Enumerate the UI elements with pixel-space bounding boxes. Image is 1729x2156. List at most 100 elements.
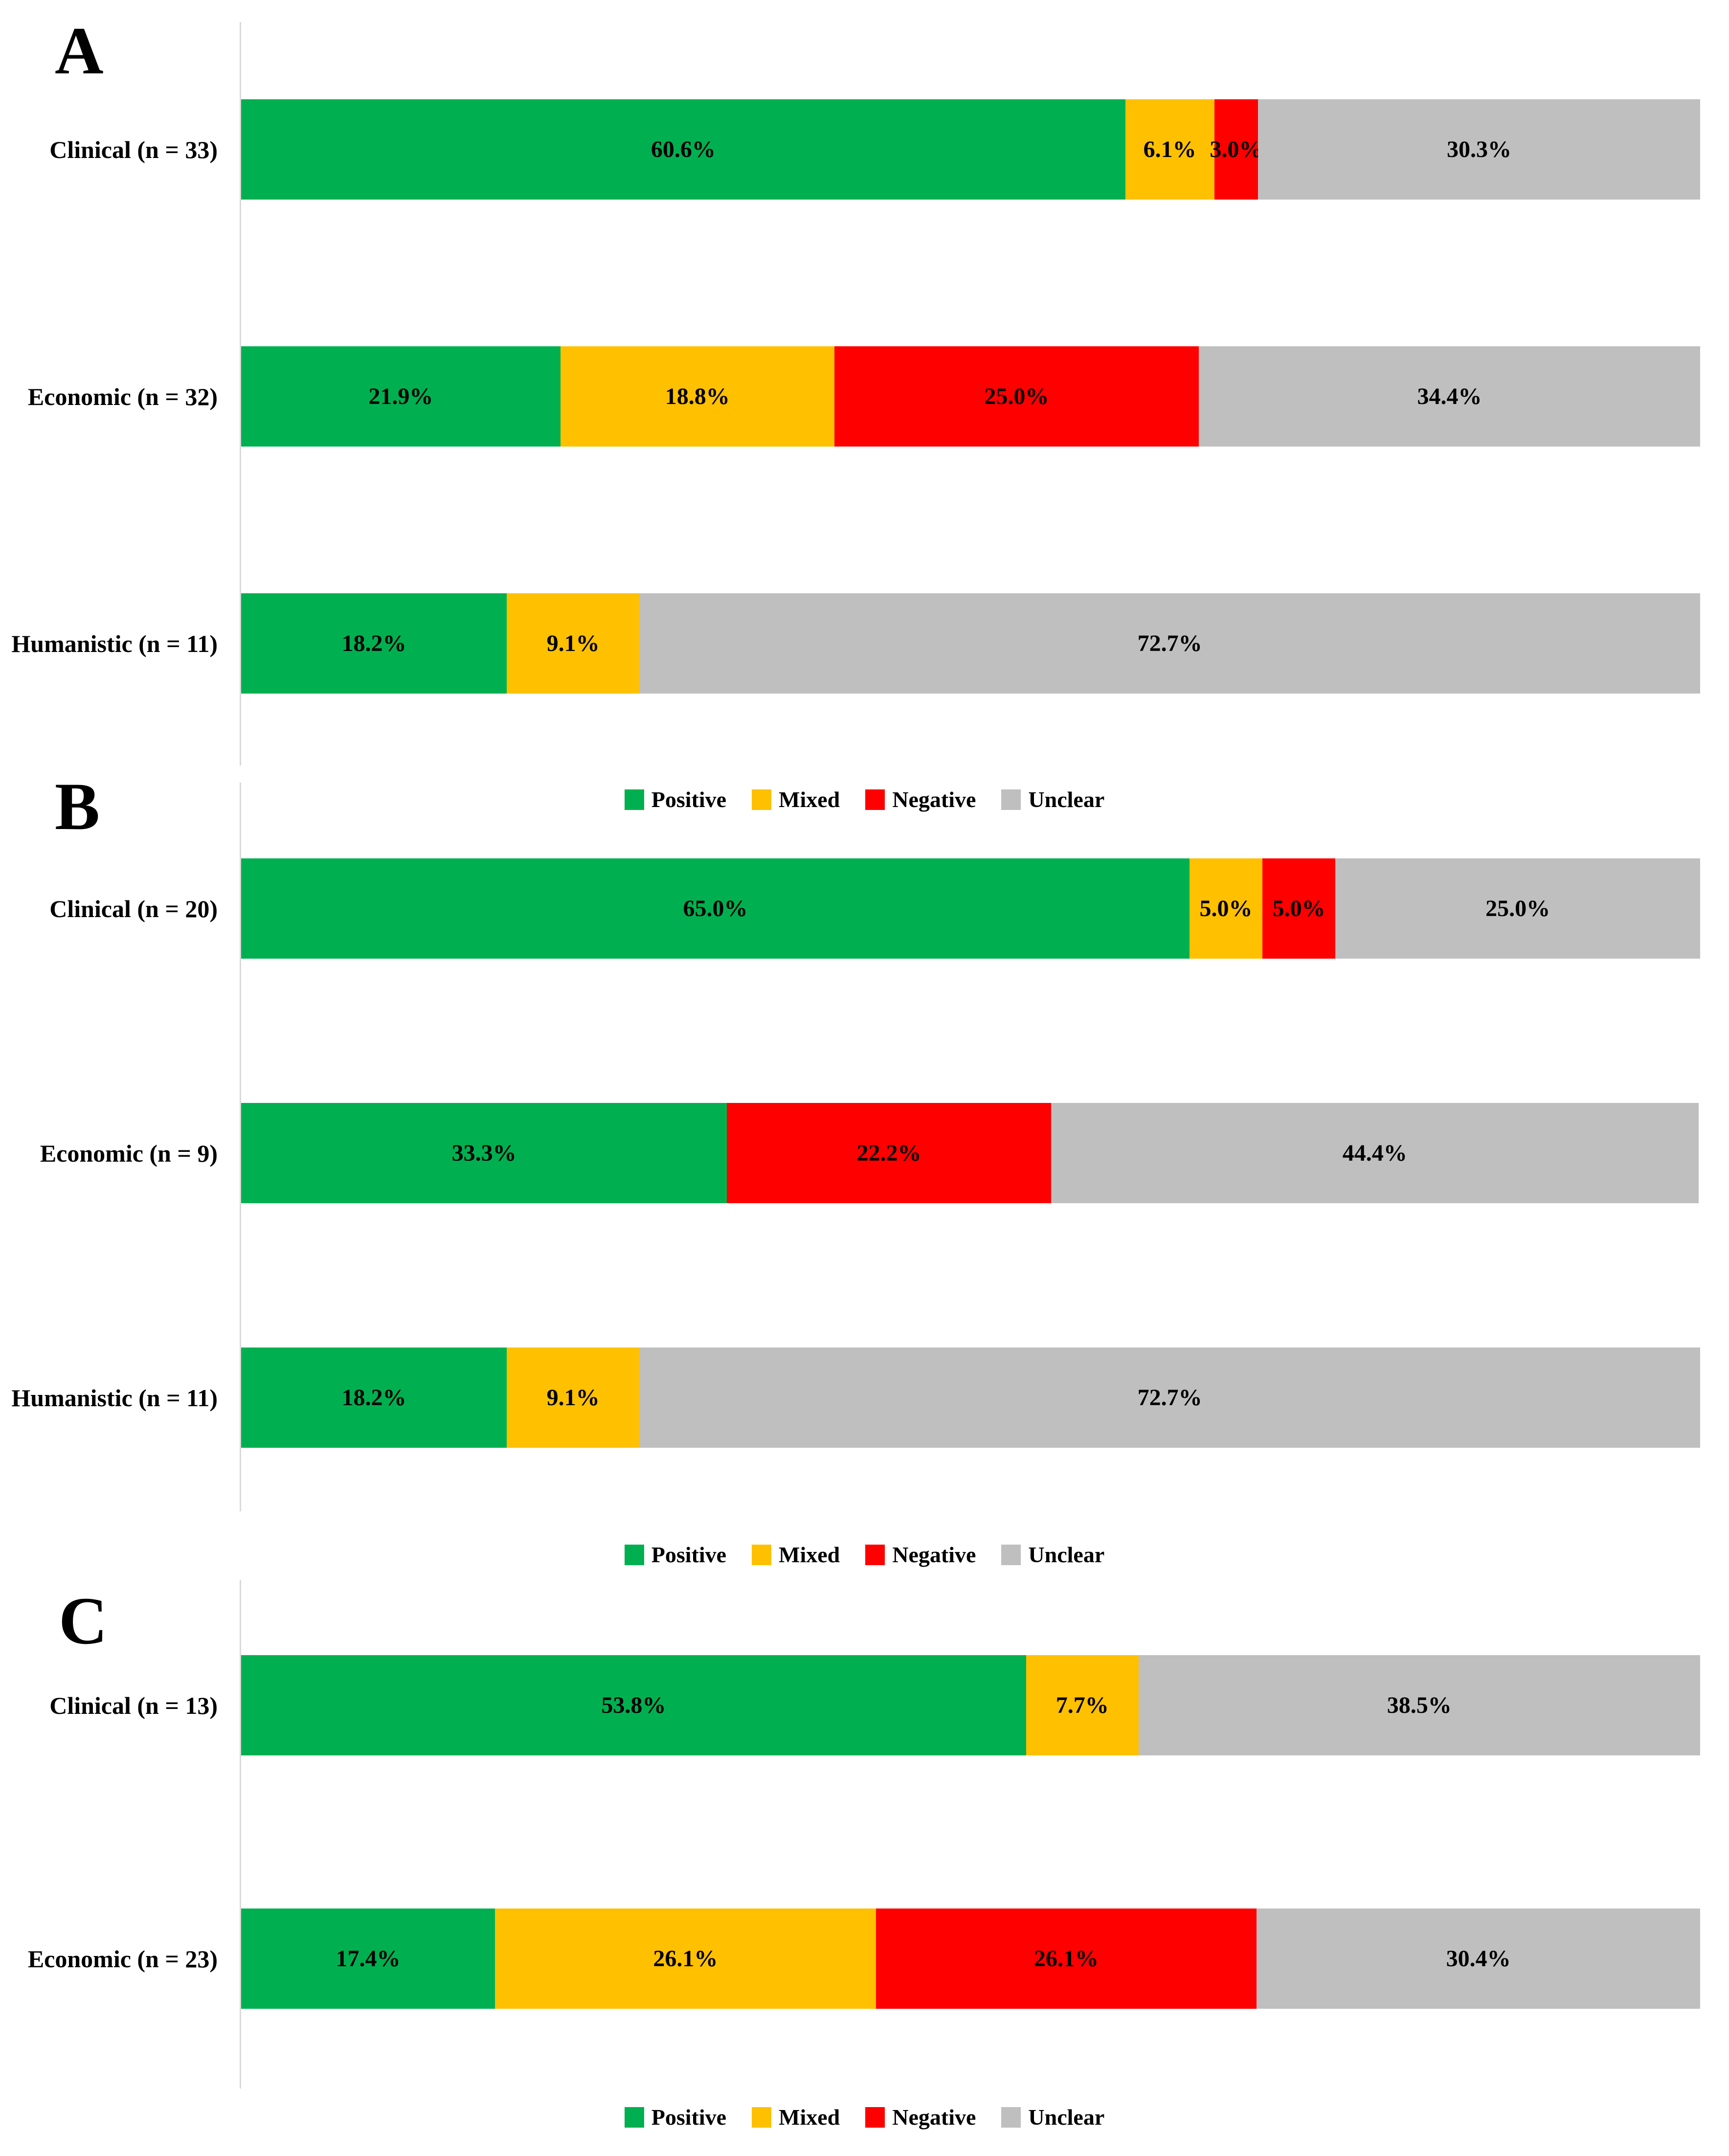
segment-mixed: 5.0% [1189,858,1263,959]
legend-label: Mixed [779,787,840,812]
bar-row: Clinical (n = 13) 53.8% 7.7% 38.5% [0,1655,1729,1755]
segment-value-label: 26.1% [1033,1946,1099,1972]
legend-item-mixed: Mixed [752,786,840,812]
segment-value-label: 9.1% [546,630,600,656]
legend-swatch-negative [865,789,885,810]
panel-B-legend: Positive Mixed Negative Unclear [0,1542,1729,1568]
stacked-bar: 60.6% 6.1% 3.0% 30.3% [241,99,1700,200]
segment-value-label: 34.4% [1417,383,1482,409]
legend-label: Negative [892,787,976,812]
legend-label: Positive [651,1542,727,1567]
segment-mixed: 18.8% [560,346,834,447]
segment-unclear: 38.5% [1138,1655,1700,1755]
segment-positive: 18.2% [241,593,507,694]
legend-label: Negative [892,1542,976,1567]
segment-unclear: 72.7% [639,593,1700,694]
legend-swatch-positive [624,1544,644,1565]
category-label: Humanistic (n = 11) [11,629,218,657]
segment-value-label: 18.2% [341,630,406,656]
legend-swatch-mixed [752,2107,772,2128]
stacked-bar: 21.9% 18.8% 25.0% 34.4% [241,346,1701,447]
segment-value-label: 25.0% [1485,896,1550,921]
segment-value-label: 30.3% [1447,136,1512,162]
bar-row: Economic (n = 9) 33.3% 22.2% 44.4% [0,1103,1729,1203]
stacked-bar: 53.8% 7.7% 38.5% [241,1655,1700,1755]
segment-value-label: 72.7% [1137,1385,1202,1411]
segment-negative: 25.0% [834,346,1199,447]
legend-item-negative: Negative [865,1542,976,1568]
segment-value-label: 18.2% [341,1385,406,1411]
legend-label: Positive [651,787,727,812]
bar-row: Economic (n = 23) 17.4% 26.1% 26.1% 30.4% [0,1909,1729,2009]
stacked-bar: 65.0% 5.0% 5.0% 25.0% [241,858,1700,959]
stacked-bar: 33.3% 22.2% 44.4% [241,1103,1700,1203]
segment-value-label: 17.4% [336,1946,401,1972]
segment-positive: 21.9% [241,346,561,447]
segment-value-label: 60.6% [651,136,716,162]
segment-value-label: 26.1% [653,1946,718,1972]
legend-item-unclear: Unclear [1001,786,1104,812]
category-label: Clinical (n = 20) [49,895,218,922]
segment-value-label: 25.0% [984,383,1049,409]
segment-value-label: 30.4% [1446,1946,1511,1972]
segment-negative: 26.1% [876,1909,1257,2009]
legend-item-negative: Negative [865,2104,976,2130]
segment-positive: 65.0% [241,858,1190,959]
stacked-bar: 18.2% 9.1% 72.7% [241,1348,1700,1448]
legend-swatch-mixed [752,1544,772,1565]
bar-row: Humanistic (n = 11) 18.2% 9.1% 72.7% [0,593,1729,694]
segment-mixed: 9.1% [506,593,640,694]
segment-positive: 17.4% [241,1909,495,2009]
segment-positive: 33.3% [241,1103,727,1203]
legend-item-positive: Positive [624,2104,727,2130]
legend-swatch-unclear [1001,1544,1021,1565]
segment-value-label: 3.0% [1210,136,1263,162]
legend-item-negative: Negative [865,786,976,812]
segment-negative: 22.2% [727,1103,1051,1203]
category-label: Humanistic (n = 11) [11,1384,218,1412]
panel-C-legend: Positive Mixed Negative Unclear [0,2104,1729,2130]
segment-value-label: 5.0% [1272,896,1325,921]
legend-item-positive: Positive [624,786,727,812]
segment-unclear: 34.4% [1198,346,1701,447]
bar-row: Economic (n = 32) 21.9% 18.8% 25.0% 34.4% [0,346,1729,447]
segment-positive: 18.2% [241,1348,507,1448]
legend-swatch-negative [865,1544,885,1565]
legend-swatch-unclear [1001,789,1021,810]
bar-row: Humanistic (n = 11) 18.2% 9.1% 72.7% [0,1348,1729,1448]
segment-unclear: 44.4% [1051,1103,1699,1203]
segment-value-label: 38.5% [1387,1692,1452,1718]
segment-mixed: 6.1% [1125,99,1214,200]
segment-negative: 5.0% [1262,858,1336,959]
stacked-bar: 18.2% 9.1% 72.7% [241,593,1700,694]
legend-label: Positive [651,2105,727,2130]
segment-value-label: 72.7% [1137,630,1202,656]
bar-row: Clinical (n = 33) 60.6% 6.1% 3.0% 30.3% [0,99,1729,200]
legend-item-mixed: Mixed [752,1542,840,1568]
legend-swatch-mixed [752,789,772,810]
legend-swatch-unclear [1001,2107,1021,2128]
legend-label: Mixed [779,1542,840,1567]
segment-value-label: 44.4% [1342,1140,1407,1166]
segment-value-label: 6.1% [1143,136,1196,162]
segment-value-label: 22.2% [856,1140,921,1166]
legend-label: Unclear [1028,787,1105,812]
category-label: Economic (n = 9) [40,1139,218,1167]
category-label: Economic (n = 32) [27,382,218,410]
segment-unclear: 25.0% [1335,858,1700,959]
segment-unclear: 72.7% [639,1348,1700,1448]
segment-negative: 3.0% [1210,99,1262,200]
legend-label: Mixed [779,2105,840,2130]
bar-row: Clinical (n = 20) 65.0% 5.0% 5.0% 25.0% [0,858,1729,959]
segment-positive: 60.6% [241,99,1125,200]
segment-mixed: 7.7% [1026,1655,1139,1755]
segment-mixed: 9.1% [506,1348,640,1448]
category-label: Clinical (n = 33) [49,135,218,163]
panel-B-axis-line [240,783,241,1511]
panel-A-axis-line [240,22,241,765]
legend-swatch-negative [865,2107,885,2128]
category-label: Economic (n = 23) [27,1945,218,1973]
